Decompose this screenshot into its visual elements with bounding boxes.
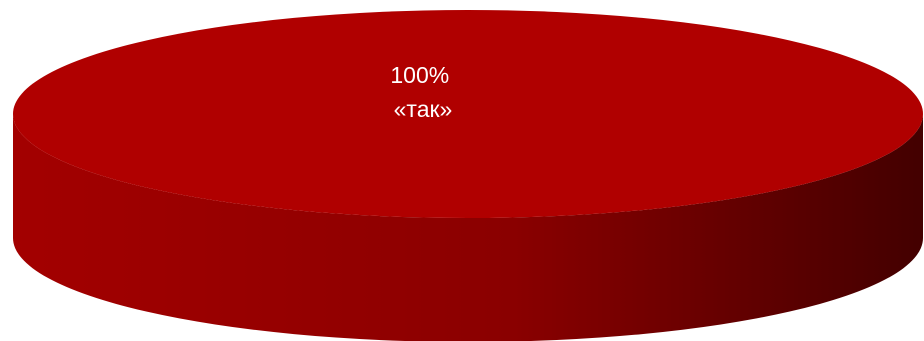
slice-percent-label: 100% (390, 62, 449, 88)
pie-slice-label: 100% «так» (390, 62, 455, 122)
pie-slice-side (13, 114, 923, 341)
slice-category-label: «так» (394, 96, 453, 122)
pie-slice-top (13, 10, 923, 218)
